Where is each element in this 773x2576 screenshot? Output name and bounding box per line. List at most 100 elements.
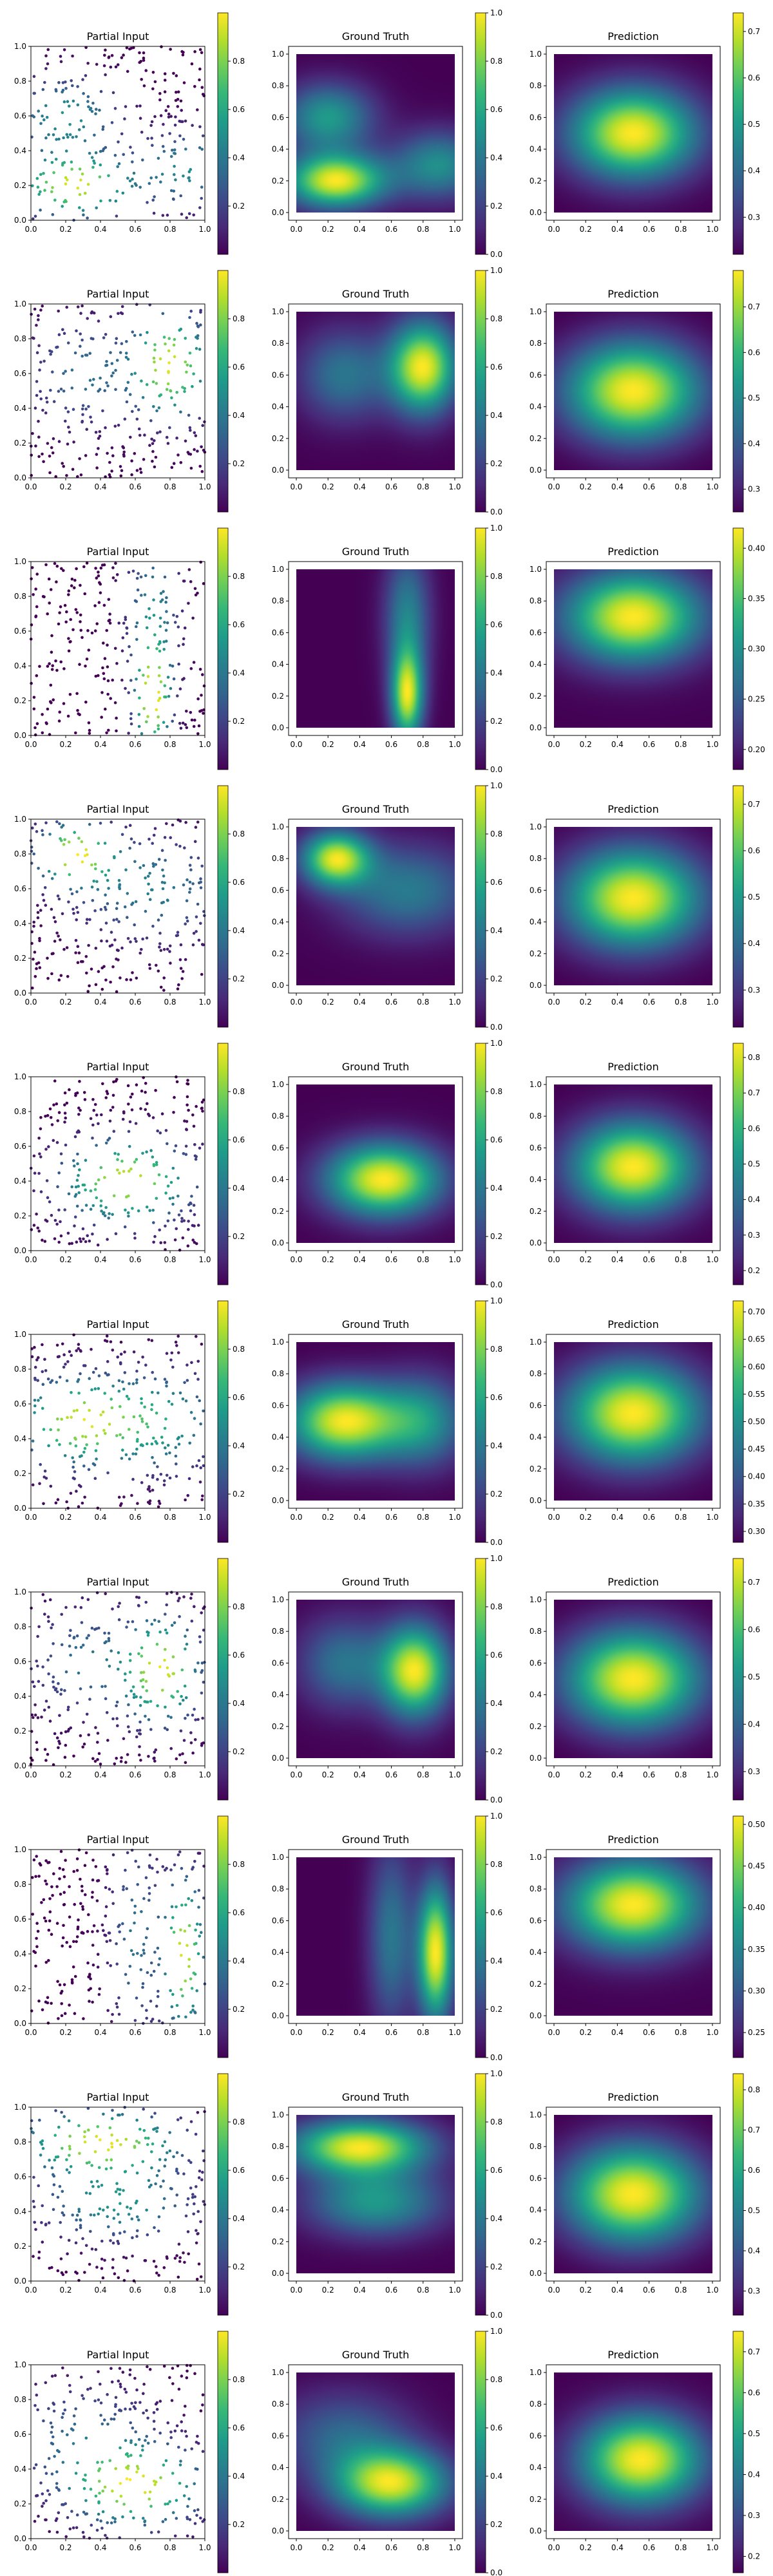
x-tick-label: 0.2 [580,2286,592,2295]
scatter-point [198,206,202,209]
scatter-point [165,610,168,613]
scatter-point [131,330,135,334]
scatter-point [51,2193,55,2196]
scatter-point [68,2154,71,2157]
scatter-point [103,657,107,660]
scatter-point [90,2248,94,2251]
colorbar-tick-label: 0.5 [748,2206,760,2215]
scatter-point [47,1959,50,1962]
y-tick-label: 0.4 [14,1949,26,1958]
scatter-point [139,575,143,579]
scatter-point [137,408,140,412]
scatter-point [129,2421,132,2425]
scatter-point [138,951,142,955]
scatter-point [49,2421,53,2425]
scatter-point [110,943,114,947]
panel-title: Partial Input [87,30,149,43]
scatter-point [70,160,73,164]
scatter-point [166,2257,169,2260]
scatter-point [81,1209,84,1212]
colorbar-tick-label: 0.4 [748,2246,760,2255]
scatter-point [87,1988,91,1992]
colorbar-tick-label: 0.2 [233,2005,245,2014]
scatter-point [110,53,114,57]
scatter-point [119,2143,122,2146]
scatter-point [140,78,143,81]
scatter-point [149,1700,153,1703]
scatter-point [125,627,129,630]
scatter-point [49,388,52,392]
scatter-point [176,1690,180,1693]
scatter-point [198,125,202,129]
scatter-point [64,2535,68,2539]
x-tick-label: 1.0 [448,2286,461,2295]
scatter-point [163,1868,167,1872]
scatter-point [56,1119,59,1122]
heatmap-image [554,312,712,470]
scatter-point [146,875,150,878]
y-tick-label: 0.8 [272,1112,284,1121]
scatter-point [167,371,170,374]
scatter-point [31,826,34,829]
scatter-point [176,2364,180,2367]
scatter-point [183,390,186,393]
scatter-point [125,340,128,343]
scatter-point [190,1195,193,1198]
scatter-point [115,573,119,576]
scatter-point [120,305,124,308]
colorbar [217,527,229,770]
scatter-point [193,2372,196,2375]
scatter-point [131,2164,134,2167]
scatter-point [198,1935,202,1938]
scatter-point [86,216,89,220]
scatter-point [174,178,177,182]
scatter-point [175,2151,179,2154]
scatter-point [106,2009,110,2012]
scatter-point [122,1110,126,1113]
scatter-point [159,592,163,595]
scatter-point [110,931,113,934]
x-tick-label: 0.6 [643,998,655,1007]
scatter-point [37,1399,40,1402]
scatter-point [134,1859,137,1863]
scatter-point [33,975,37,978]
scatter-point [43,1748,47,1751]
scatter-point [187,1958,191,1961]
scatter-point [82,1742,86,1746]
scatter-point [146,675,150,678]
scatter-point [72,628,75,632]
scatter-point [81,860,84,864]
scatter-point [97,1752,101,1756]
scatter-point [30,312,33,316]
scatter-point [132,1696,136,1700]
scatter-point [72,1460,75,1464]
scatter-point [166,1444,170,1447]
scatter-point [45,1179,49,1182]
scatter-point [81,172,84,176]
scatter-point [178,2463,182,2467]
scatter-point [66,1231,70,1235]
scatter-point [141,1982,145,1985]
scatter-point [75,1204,79,1208]
scatter-point [121,2371,125,2374]
scatter-point [77,1130,81,1134]
scatter-point [43,2465,47,2468]
scatter-point [113,1151,117,1155]
colorbar-tick-label: 0.4 [233,1184,245,1193]
y-tick-label: 1.0 [530,2368,542,2377]
scatter-point [46,1861,50,1864]
scatter-point [171,2472,175,2475]
scatter-point [62,1903,66,1906]
scatter-point [128,1382,131,1385]
scatter-point [65,610,68,614]
scatter-point [168,2131,171,2134]
scatter-point [167,695,171,698]
scatter-point [149,2000,153,2003]
scatter-point [181,53,185,57]
scatter-point [84,1893,87,1897]
scatter-point [146,1488,150,1491]
scatter-point [94,867,97,871]
scatter-point [145,936,149,940]
scatter-point [124,2391,128,2394]
scatter-point [177,662,180,666]
